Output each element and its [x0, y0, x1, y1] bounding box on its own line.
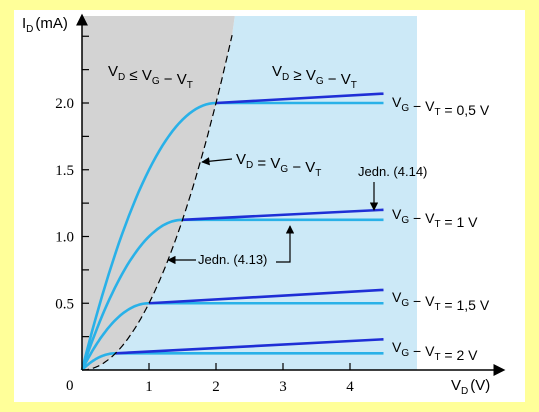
saturation-region-label: VD ≥ VG − VT: [272, 63, 357, 91]
triode-curve: [80, 101, 217, 371]
saturation-region: [82, 16, 417, 370]
series-label-3: VG − VT = 1,5 V: [392, 289, 490, 313]
y-tick-label: 0.5: [55, 296, 74, 312]
y-tick-label: 2.0: [55, 96, 74, 112]
channel-length-modulated-line: [182, 208, 384, 222]
series-label-2: VG − VT = 1 V: [392, 206, 478, 230]
triode-region: [82, 16, 235, 370]
annotation-eq414: Jedn. (4.14): [358, 164, 427, 179]
boundary-label: VD = VG − VT: [236, 151, 321, 179]
x-tick-label: 2: [212, 379, 220, 395]
triode-curve: [80, 218, 183, 371]
series-3: [80, 208, 384, 371]
eq413-arrow-up: [276, 225, 295, 263]
x-axis-label-unit: (V): [470, 377, 490, 394]
y-tick-label: 1.5: [55, 163, 74, 179]
y-axis-label-unit: (mA): [35, 15, 68, 32]
x-tick-label: 1: [145, 379, 153, 395]
saturation-boundary-curve: [81, 34, 233, 371]
x-tick-label: 3: [279, 379, 287, 395]
triode-curve: [80, 302, 149, 371]
axis-ticks: 1 2 3 4 0.5 1.0 1.5 2.0: [55, 35, 354, 395]
y-tick-label: 1.0: [55, 230, 74, 246]
x-axis-label: VD (V): [451, 377, 490, 397]
annotation-labels: VD ≤ VG − VT VD ≥ VG − VT VD = VG − VT VG −…: [108, 63, 490, 363]
series-label-1: VG − VT = 0,5 V: [392, 94, 490, 118]
triode-curve: [81, 352, 116, 371]
origin-label: 0: [66, 378, 74, 394]
boundary-arrow: [201, 157, 233, 166]
curves-layer: [80, 92, 384, 371]
axes: 1 2 3 4 0.5 1.0 1.5 2.0: [55, 13, 506, 395]
series-label-4: VG − VT = 2 V: [392, 339, 478, 363]
series-4: [80, 92, 384, 371]
series-1: [81, 337, 384, 371]
y-axis-label: ID (mA): [22, 15, 68, 35]
triode-region-label: VD ≤ VG − VT: [108, 63, 193, 91]
x-axis-label-sub: D: [461, 386, 468, 397]
channel-length-modulated-line: [115, 337, 384, 355]
y-axis-label-main: I: [22, 15, 26, 32]
channel-length-modulated-line: [148, 288, 384, 305]
series-2: [80, 288, 384, 371]
y-axis-label-sub: D: [26, 24, 33, 35]
annotation-eq413: Jedn. (4.13): [198, 252, 267, 267]
x-axis-label-main: V: [451, 377, 461, 394]
x-tick-label: 4: [346, 379, 354, 395]
channel-length-modulated-line: [215, 92, 384, 105]
